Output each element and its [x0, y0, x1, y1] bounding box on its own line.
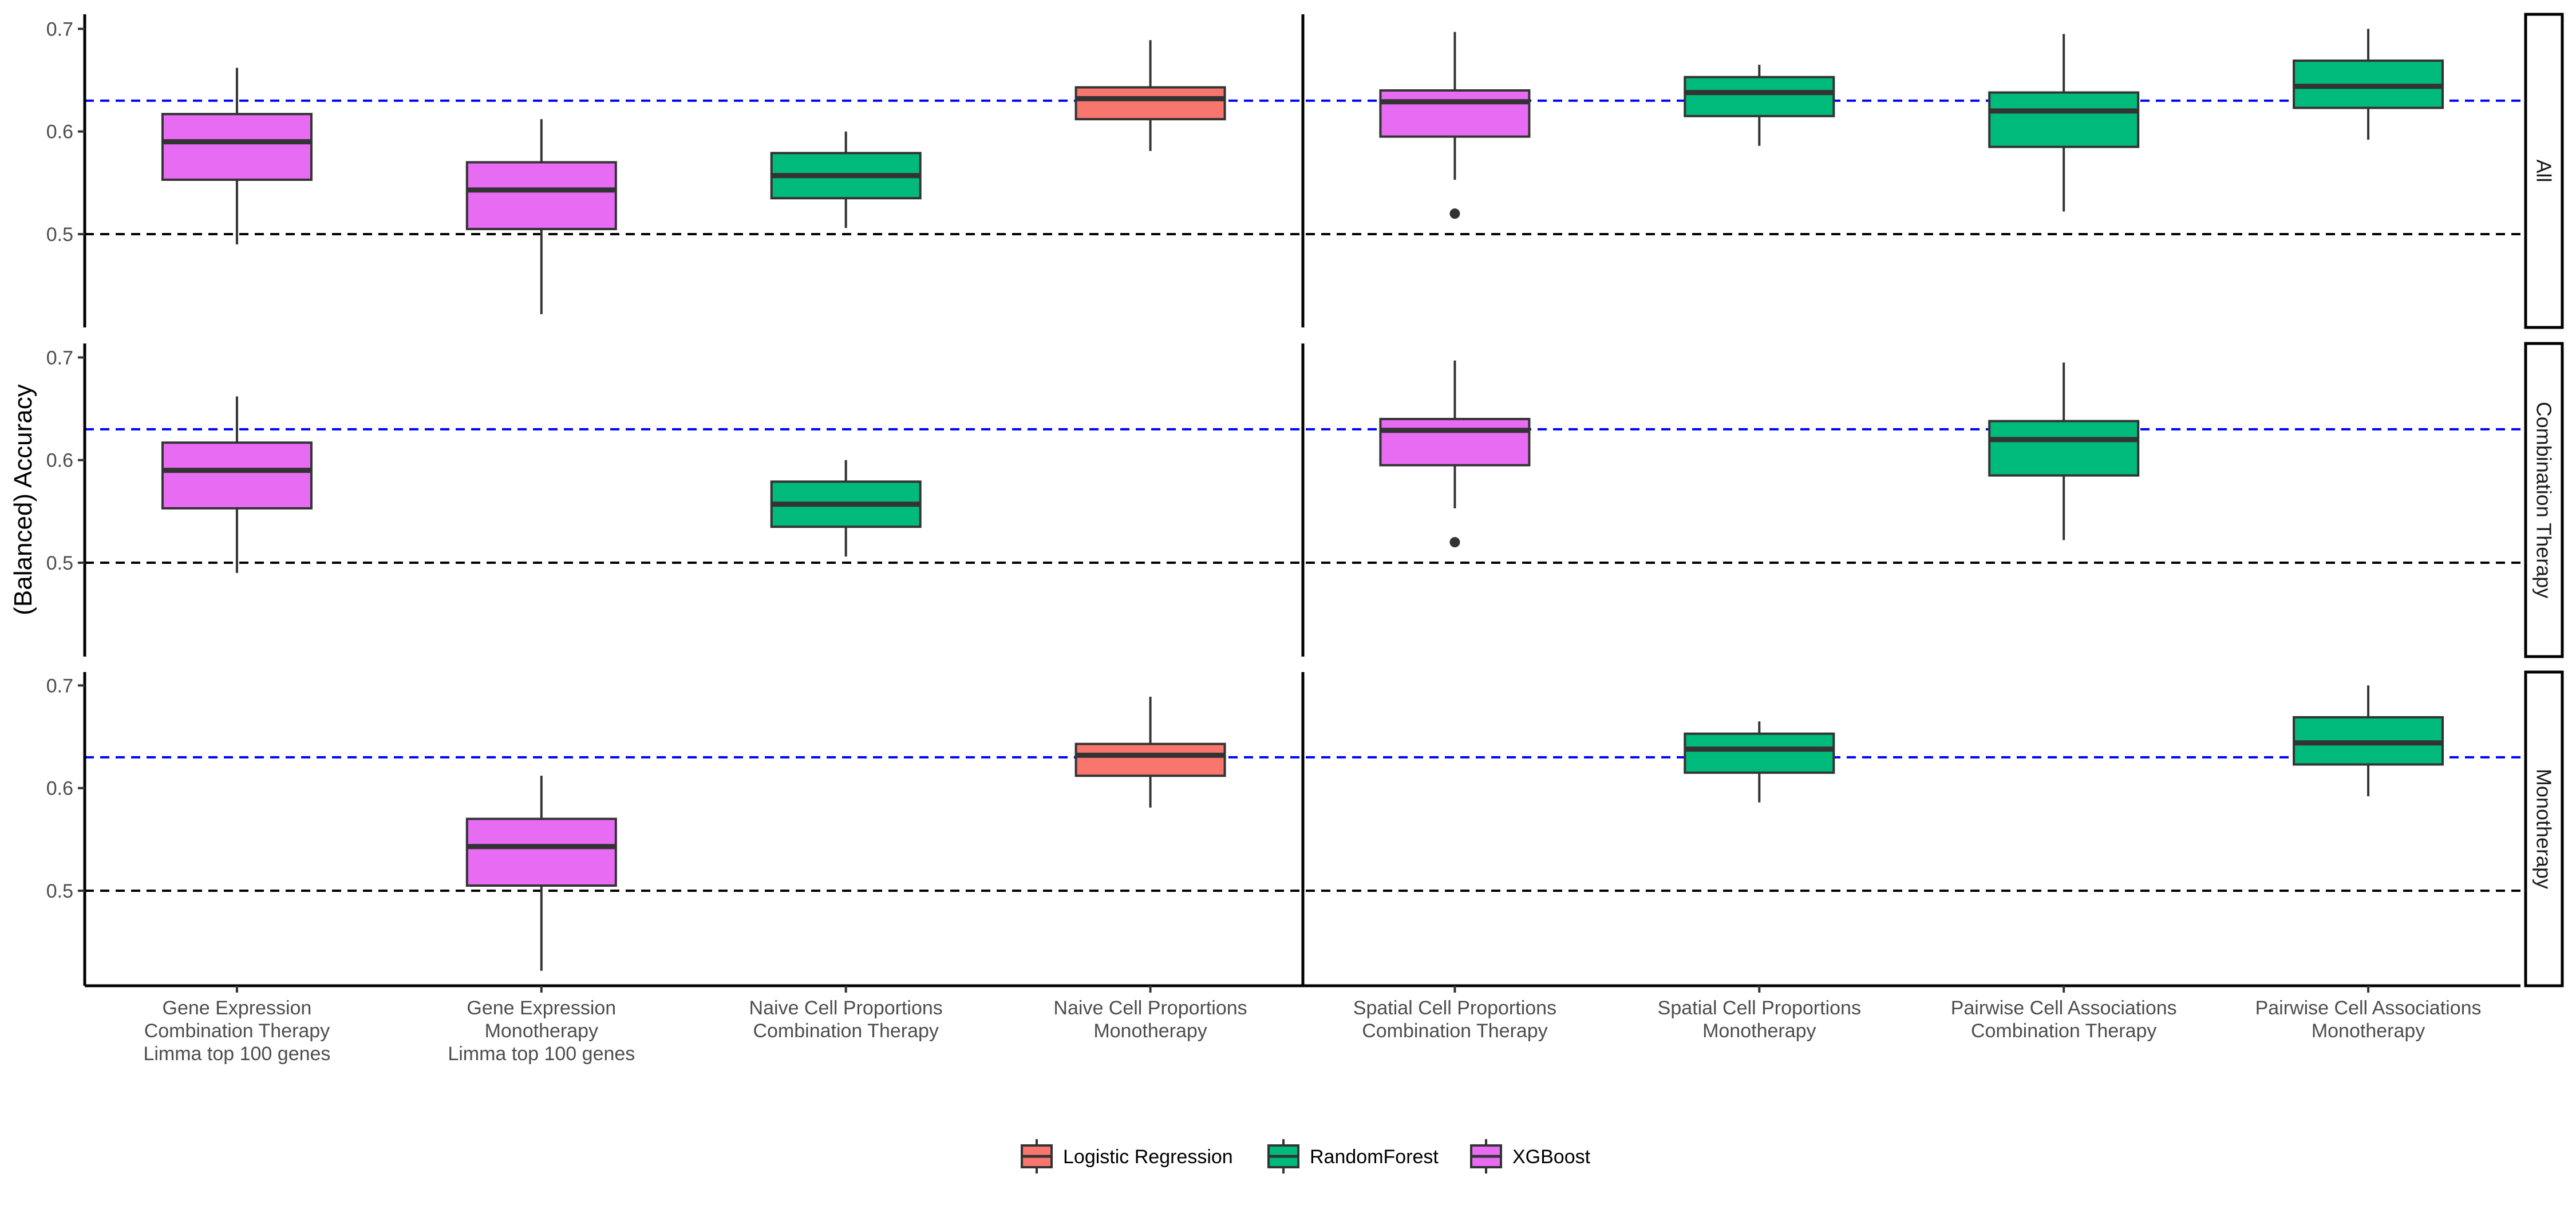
x-tick-label-line: Pairwise Cell Associations — [2255, 997, 2482, 1019]
facet-strip-label: Combination Therapy — [2532, 402, 2556, 599]
y-tick-label: 0.7 — [46, 18, 73, 40]
x-tick-label-line: Spatial Cell Proportions — [1353, 997, 1556, 1019]
x-tick-label-line: Pairwise Cell Associations — [1951, 997, 2177, 1019]
x-tick-label-line: Limma top 100 genes — [143, 1043, 330, 1065]
box-6 — [1684, 65, 1835, 146]
box-body — [1074, 86, 1226, 121]
box-1 — [161, 68, 313, 244]
y-tick-label: 0.6 — [46, 450, 73, 472]
box-body — [161, 441, 313, 509]
box-7 — [1988, 362, 2140, 540]
box-body — [1379, 89, 1531, 138]
box-3 — [770, 460, 922, 557]
box-body — [465, 161, 617, 231]
legend-item: XGBoost — [1470, 1139, 1591, 1174]
y-tick-label: 0.5 — [46, 224, 73, 246]
facet-strip — [2524, 13, 2564, 329]
facet-strip — [2524, 342, 2564, 658]
x-tick-label: Gene Expression Monotherapy Limma top 100 … — [448, 997, 635, 1065]
x-tick-label-line: Combination Therapy — [1362, 1020, 1547, 1042]
x-tick-label-line: Monotherapy — [485, 1020, 598, 1042]
box-2 — [465, 776, 617, 971]
x-tick-label-line: Naive Cell Proportions — [1053, 997, 1247, 1019]
box-4 — [1074, 697, 1226, 808]
panel-3: 0.5 0.6 0.7 Monotherapy — [46, 670, 2564, 987]
box-8 — [2293, 29, 2444, 140]
y-tick-label: 0.5 — [46, 552, 73, 574]
box-body — [1074, 742, 1226, 777]
x-tick-label-line: Naive Cell Proportions — [749, 997, 943, 1019]
x-tick-label-line: Monotherapy — [2312, 1020, 2425, 1042]
x-tick-label: Gene Expression Combination Therapy Limma … — [143, 997, 330, 1065]
box-body — [1988, 420, 2140, 477]
box-3 — [770, 131, 922, 228]
x-tick-label-line: Gene Expression — [467, 997, 616, 1019]
box-body — [1684, 76, 1835, 117]
box-2 — [465, 119, 617, 314]
facet-strip — [2524, 670, 2564, 987]
box-body — [161, 113, 313, 181]
x-tick-label-line: Monotherapy — [1702, 1020, 1816, 1042]
x-tick-label-line: Combination Therapy — [1971, 1020, 2156, 1042]
y-axis-title: (Balanced) Accuracy — [9, 384, 37, 615]
x-tick-label-line: Monotherapy — [1093, 1020, 1207, 1042]
panel-1: 0.5 0.6 0.7 All — [46, 13, 2564, 329]
x-tick-label-line: Combination Therapy — [753, 1020, 938, 1042]
outlier-point — [1449, 537, 1460, 548]
y-tick-label: 0.6 — [46, 778, 73, 800]
box-5 — [1379, 31, 1531, 219]
x-tick-label-line: Gene Expression — [163, 997, 312, 1019]
x-tick-label-line: Limma top 100 genes — [448, 1043, 635, 1065]
panel-2: 0.5 0.6 0.7 Combination Therapy — [46, 342, 2564, 658]
x-tick-label: Pairwise Cell Associations Combination Th… — [1951, 997, 2177, 1042]
box-6 — [1684, 721, 1835, 803]
box-1 — [161, 396, 313, 573]
x-tick-label: Naive Cell Proportions Combination Therap… — [749, 997, 943, 1042]
box-5 — [1379, 360, 1531, 548]
legend-item: RandomForest — [1267, 1139, 1439, 1174]
legend: Logistic Regression RandomForest XGBoost — [1021, 1139, 1591, 1174]
x-tick-label: Spatial Cell Proportions Monotherapy — [1658, 997, 1861, 1042]
legend-label: RandomForest — [1310, 1146, 1439, 1168]
legend-label: XGBoost — [1512, 1146, 1591, 1168]
box-8 — [2293, 685, 2444, 797]
y-tick-label: 0.7 — [46, 675, 73, 697]
box-body — [465, 817, 617, 887]
outlier-point — [1449, 208, 1460, 219]
box-body — [1684, 732, 1835, 774]
y-tick-label: 0.6 — [46, 121, 73, 143]
x-tick-label-line: Combination Therapy — [144, 1020, 330, 1042]
box-body — [1988, 91, 2140, 148]
x-tick-label: Naive Cell Proportions Monotherapy — [1053, 997, 1247, 1042]
box-7 — [1988, 34, 2140, 212]
box-4 — [1074, 40, 1226, 151]
y-tick-label: 0.5 — [46, 880, 73, 902]
y-tick-label: 0.7 — [46, 347, 73, 369]
box-body — [1379, 417, 1531, 467]
x-tick-label-line: Spatial Cell Proportions — [1658, 997, 1861, 1019]
legend-item: Logistic Regression — [1021, 1139, 1233, 1174]
facet-strip-label: All — [2532, 159, 2556, 182]
facet-strip-label: Monotherapy — [2532, 769, 2556, 889]
x-tick-label: Spatial Cell Proportions Combination Ther… — [1353, 997, 1556, 1042]
x-tick-label: Pairwise Cell Associations Monotherapy — [2255, 997, 2482, 1042]
legend-label: Logistic Regression — [1063, 1146, 1233, 1168]
